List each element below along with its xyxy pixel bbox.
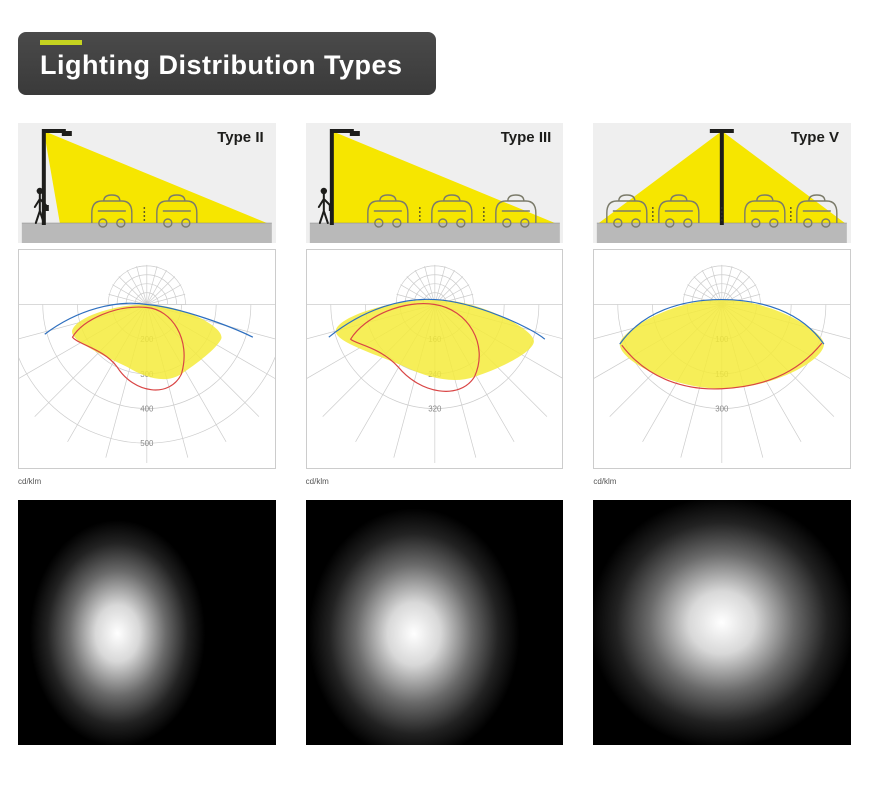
svg-text:320: 320 [428, 405, 442, 414]
unit-label: cd/klm [18, 475, 276, 486]
unit-label: cd/klm [306, 475, 564, 486]
title-bar: Lighting Distribution Types [18, 32, 436, 95]
chart-grid: Type II Type III Type V 200300400500 160… [18, 123, 851, 745]
svg-text:300: 300 [716, 405, 730, 414]
street-panel-type3: Type III [306, 123, 564, 243]
page-title: Lighting Distribution Types [40, 50, 402, 81]
polar-svg-type5: 100150300 [594, 250, 850, 468]
unit-label: cd/klm [593, 475, 851, 486]
street-panel-type2: Type II [18, 123, 276, 243]
svg-text:400: 400 [140, 405, 154, 414]
type-label: Type III [501, 129, 552, 146]
svg-text:500: 500 [140, 439, 154, 448]
dist-svg-type5 [593, 500, 851, 745]
dist-svg-type3 [306, 500, 564, 745]
polar-panel-type5: 100150300 [593, 249, 851, 469]
polar-panel-type3: 160240320 [306, 249, 564, 469]
dist-panel-type3 [306, 500, 564, 745]
polar-panel-type2: 200300400500 [18, 249, 276, 469]
polar-svg-type3: 160240320 [307, 250, 563, 468]
dist-svg-type2 [18, 500, 276, 745]
type-label: Type II [217, 129, 263, 146]
title-accent [40, 40, 82, 45]
type-label: Type V [791, 129, 839, 146]
street-panel-type5: Type V [593, 123, 851, 243]
polar-svg-type2: 200300400500 [19, 250, 275, 468]
dist-panel-type5 [593, 500, 851, 745]
dist-panel-type2 [18, 500, 276, 745]
